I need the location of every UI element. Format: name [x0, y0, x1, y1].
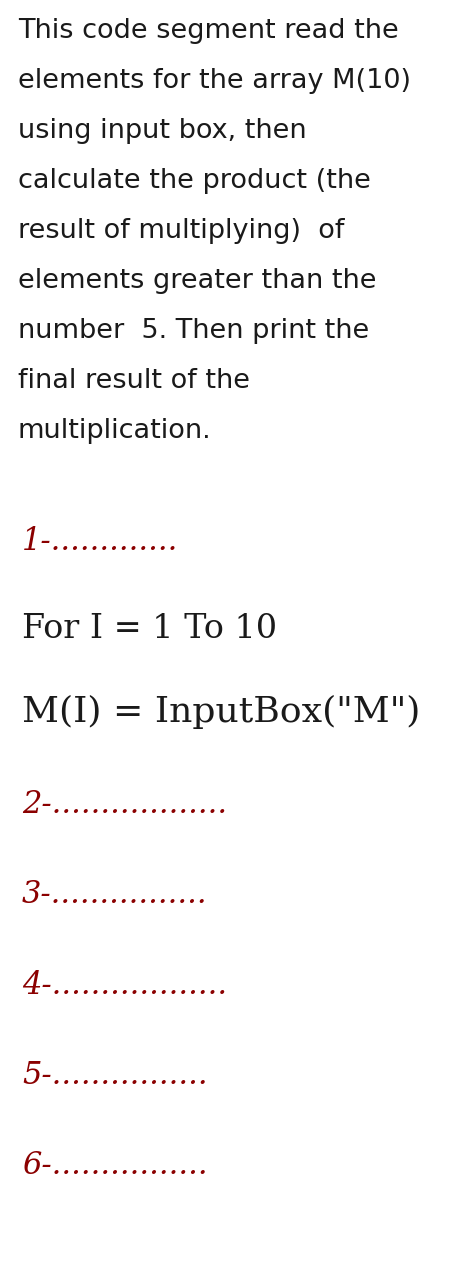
Text: 6-................: 6-................	[22, 1149, 208, 1181]
Text: using input box, then: using input box, then	[18, 118, 307, 143]
Text: 5-................: 5-................	[22, 1060, 208, 1091]
Text: This code segment read the: This code segment read the	[18, 18, 399, 44]
Text: elements greater than the: elements greater than the	[18, 268, 376, 294]
Text: result of multiplying)  of: result of multiplying) of	[18, 218, 344, 244]
Text: calculate the product (the: calculate the product (the	[18, 168, 371, 195]
Text: 1-.............: 1-.............	[22, 526, 179, 558]
Text: 2-..................: 2-..................	[22, 788, 227, 820]
Text: 4-..................: 4-..................	[22, 969, 227, 1001]
Text: 3-................: 3-................	[22, 879, 208, 910]
Text: elements for the array M(10): elements for the array M(10)	[18, 68, 411, 93]
Text: For I = 1 To 10: For I = 1 To 10	[22, 613, 277, 645]
Text: final result of the: final result of the	[18, 369, 250, 394]
Text: M(I) = InputBox("M"): M(I) = InputBox("M")	[22, 695, 421, 728]
Text: multiplication.: multiplication.	[18, 419, 211, 444]
Text: number  5. Then print the: number 5. Then print the	[18, 317, 369, 344]
